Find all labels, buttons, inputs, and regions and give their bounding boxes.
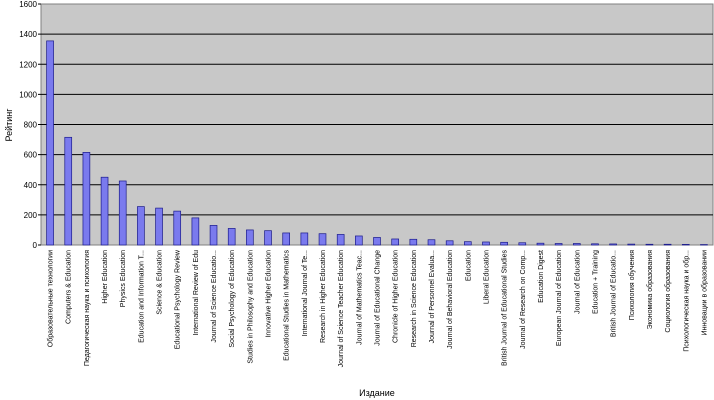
x-axis-title: Издание <box>359 388 395 398</box>
bar <box>264 230 272 246</box>
x-tick-label: Journal of Behavioral Education <box>447 250 454 349</box>
x-tick-label: Психологическая наука и обр... <box>682 250 690 352</box>
bar <box>663 243 672 246</box>
bar <box>627 243 636 246</box>
x-tick-label: Educational Psychology Review <box>175 249 182 349</box>
bar <box>318 233 327 246</box>
x-tick-label: Образовательные технологии <box>47 250 55 347</box>
y-tick-label: 800 <box>24 121 38 130</box>
x-tick-labels: Образовательные технологии Computers & Ed… <box>47 249 709 367</box>
y-tick-label: 400 <box>24 181 38 190</box>
bar <box>137 206 145 246</box>
x-tick-label: European Journal of Education <box>556 250 563 346</box>
x-tick-label: British Journal of Educational Studies <box>502 250 509 366</box>
y-axis-title: Рейтинг <box>4 108 14 142</box>
x-tick-label: Journal of Educational Change <box>375 250 382 346</box>
bar <box>173 210 182 246</box>
x-tick-label: Research in Science Education <box>411 250 418 347</box>
x-tick-label: Educational Studies in Mathematics <box>284 250 291 361</box>
bar <box>700 244 708 246</box>
bar <box>681 244 690 246</box>
bar <box>409 238 418 246</box>
bar <box>227 228 236 246</box>
bar <box>572 243 581 246</box>
x-tick-label: Journal of Mathematics Teac... <box>356 250 363 345</box>
x-tick-label: Journal of Science Teacher Education <box>338 250 345 367</box>
bar <box>391 238 399 246</box>
bar <box>609 243 617 246</box>
y-tick-label: 0 <box>33 241 38 250</box>
x-tick-label: Education + Training <box>592 250 599 314</box>
bars <box>46 40 708 246</box>
bar <box>355 235 363 246</box>
bar <box>500 241 508 246</box>
x-tick-label: Инновации в образовании <box>700 250 708 336</box>
bar <box>246 229 254 246</box>
x-tick-label: British Journal of Educatio... <box>611 250 618 337</box>
x-tick-label: Экономика образования <box>646 250 654 330</box>
x-tick-label: Journal of Science Educatio... <box>211 250 218 343</box>
x-tick-label: Социология образования <box>664 250 672 333</box>
x-tick-label: Chronicle of Higher Education <box>393 250 400 343</box>
x-tick-label: Education <box>465 250 472 281</box>
y-tick-label: 600 <box>24 151 38 160</box>
bar <box>282 232 290 246</box>
bar <box>373 237 381 246</box>
x-tick-label: Педагогическая наука и психология <box>84 250 91 366</box>
y-tick-labels: 0 200 400 600 800 1000 1200 1400 1600 <box>19 0 41 250</box>
gridlines <box>41 33 713 216</box>
x-tick-label: Education and Information T... <box>138 250 145 343</box>
bar <box>82 152 91 246</box>
x-tick-label: Innovative Higher Education <box>266 250 273 338</box>
x-tick-label: Journal of Personnel Evalua... <box>429 250 436 343</box>
bar <box>645 243 654 246</box>
x-tick-label: Психология обучения <box>628 250 636 320</box>
y-tick-label: 1200 <box>19 60 37 69</box>
bar <box>155 207 163 246</box>
bar <box>336 234 345 246</box>
bar <box>100 176 109 246</box>
bar <box>300 232 309 246</box>
bar <box>591 243 599 246</box>
bar <box>536 242 545 246</box>
y-tick-label: 1600 <box>19 0 37 9</box>
x-tick-label: International Journal of Te... <box>302 250 309 336</box>
y-tick-label: 1000 <box>19 90 37 99</box>
x-tick-label: Research in Higher Education <box>320 250 327 343</box>
x-tick-label: Liberal Education <box>483 250 490 304</box>
bar <box>482 241 490 246</box>
x-tick-label: International Review of Edu <box>193 250 200 336</box>
bar <box>46 40 54 246</box>
x-tick-label: Journal of Research on Comp... <box>520 250 527 349</box>
bar <box>554 243 563 246</box>
bar <box>464 241 472 246</box>
bar <box>64 136 73 246</box>
x-tick-label: Science & Education <box>157 250 164 315</box>
x-tick-label: Computers & Education <box>66 250 73 324</box>
y-tick-label: 1400 <box>19 30 37 39</box>
x-tick-label: Higher Education <box>102 250 109 304</box>
bar <box>118 180 127 246</box>
x-tick-label: Physics Education <box>120 250 127 307</box>
x-tick-label: Social Psychology of Education <box>229 250 236 348</box>
x-tick-label: Education Digest <box>538 250 545 303</box>
bar <box>427 239 436 246</box>
y-tick-label: 200 <box>24 211 38 220</box>
bar <box>209 225 218 246</box>
bar <box>518 242 527 246</box>
x-tick-label: Studies in Philosophy and Education <box>247 250 254 364</box>
bar <box>445 240 454 246</box>
bar <box>191 217 200 246</box>
x-tick-label: Journal of Education <box>574 250 581 314</box>
